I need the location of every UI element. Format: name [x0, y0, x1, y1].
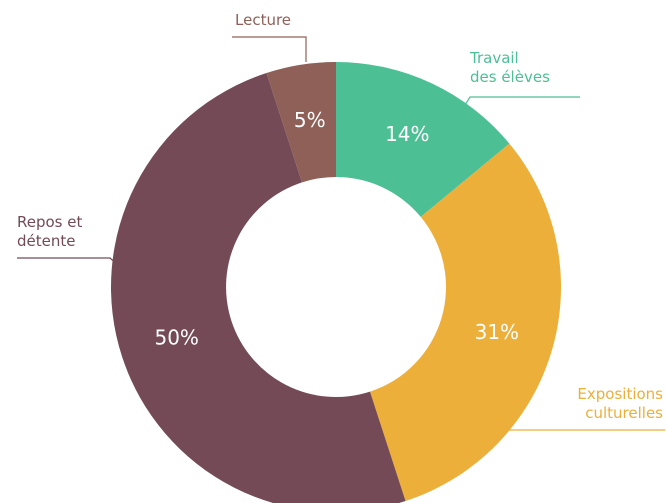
value-label: 14%	[385, 122, 429, 146]
slice	[111, 73, 406, 503]
value-label: 5%	[294, 108, 326, 132]
category-label: Travail des élèves	[470, 49, 550, 86]
leader-line	[232, 36, 307, 62]
category-label: Expositions culturelles	[577, 385, 663, 422]
value-label: 50%	[154, 325, 198, 349]
category-label: Lecture	[235, 11, 292, 29]
category-label: Repos et détente	[17, 213, 83, 250]
slice	[266, 62, 336, 183]
value-label: 31%	[475, 320, 519, 344]
slice	[369, 143, 561, 501]
slice	[336, 62, 510, 217]
leader-line	[17, 257, 119, 266]
